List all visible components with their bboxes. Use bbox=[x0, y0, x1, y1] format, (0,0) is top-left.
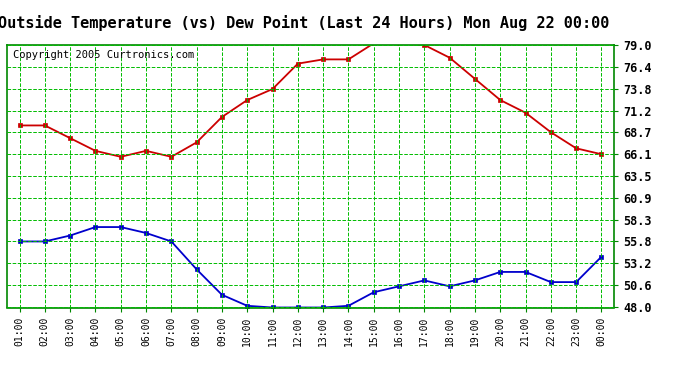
Text: Copyright 2005 Curtronics.com: Copyright 2005 Curtronics.com bbox=[13, 50, 194, 60]
Text: Outside Temperature (vs) Dew Point (Last 24 Hours) Mon Aug 22 00:00: Outside Temperature (vs) Dew Point (Last… bbox=[0, 15, 609, 31]
